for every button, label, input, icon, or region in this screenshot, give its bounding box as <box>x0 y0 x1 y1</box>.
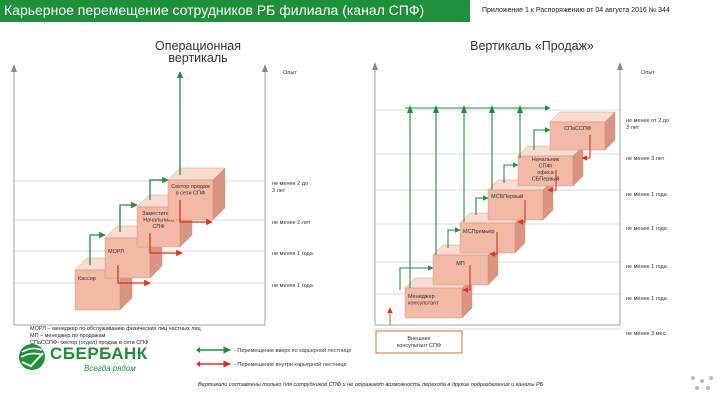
box-spfssr-label: СПаССПФ <box>564 126 591 132</box>
box-mspremer-label: МСПремьер <box>463 229 494 235</box>
green-arrow <box>119 201 138 232</box>
right-requirement: не менее 1 года <box>626 192 668 198</box>
left-experience-label: Опыт <box>283 70 297 76</box>
right-requirement: не менее 1 года <box>626 264 668 270</box>
green-arrow <box>447 227 461 248</box>
box-nach-label: Начальник СПФ/офиса СБПервый <box>532 157 560 183</box>
box-mobsl-label: МОРЛ <box>108 249 124 255</box>
green-arrow <box>533 127 551 150</box>
box-msbpervyi-label: МСБПервый <box>491 193 523 200</box>
green-arrow <box>399 265 434 290</box>
sberbank-logo-icon <box>19 344 45 370</box>
external-consultant-box <box>375 330 463 354</box>
red-arrow <box>462 265 471 293</box>
right-requirement: не менее 3 лет <box>626 156 665 162</box>
red-arrow <box>117 265 151 287</box>
left-heading: вертикаль <box>168 51 227 65</box>
box-kassir-label: Кассир <box>78 276 96 282</box>
left-requirement: не менее 1 года <box>272 251 314 257</box>
box-sektor-label: Сектор продаж в сети СПФ <box>171 184 210 197</box>
red-arrow <box>517 200 526 225</box>
appendix-note: Приложение 1 к Распоряжению от 04 август… <box>482 7 670 14</box>
external-consultant-label: Внешние консультант СПФ <box>397 336 441 349</box>
box-zam-label: Заместитель Начальника СПФ <box>142 211 175 230</box>
right-heading: Вертикаль «Продаж» <box>470 39 594 53</box>
title-bar: Карьерное перемещение сотрудников РБ фил… <box>0 0 470 22</box>
footer-note: Вертикали составлены только для сотрудни… <box>198 382 544 388</box>
red-arrow <box>179 200 213 226</box>
notes: МОРЛ – менеджер по обслуживанию физическ… <box>30 326 201 347</box>
box-sektor: Сектор продаж в сети СПФ <box>167 167 226 221</box>
green-arrow <box>89 231 106 265</box>
left-arrows <box>89 71 213 287</box>
right-requirement: не менее от 2 до 3 лет <box>626 118 669 131</box>
green-arrow <box>475 195 489 215</box>
box-menedzher: Менеджер консультант <box>404 277 473 319</box>
right-experience-label: Опыт <box>641 70 655 76</box>
note-line: МП – менеджер по продажам <box>30 333 106 339</box>
green-arrow <box>149 176 169 200</box>
red-arrow <box>547 170 557 193</box>
left-requirement: не менее 1 года <box>272 283 314 289</box>
box-mp-label: МП <box>456 261 465 267</box>
box-spfssr: СПаССПФ <box>549 111 616 151</box>
logo-name: СБЕРБАНК <box>50 344 148 363</box>
note-line: СПаССПФ- сектор (отдел) продаж в сети СП… <box>30 340 149 346</box>
right-requirement: не менее 1 года <box>626 226 668 232</box>
red-arrow <box>149 233 183 257</box>
right-requirement: не менее 1 года <box>626 296 668 302</box>
left-requirement: не менее 2 лет <box>272 220 311 226</box>
box-menedzher-label: Менеджер консультант <box>408 294 439 307</box>
red-arrow <box>581 135 591 161</box>
green-arrow <box>503 162 519 183</box>
note-line: МОРЛ – менеджер по обслуживанию физическ… <box>30 326 201 332</box>
left-diagram: Кассир МОРЛ Заместитель Начальника СПФ Сектор… <box>11 64 268 326</box>
red-arrow <box>489 232 498 257</box>
left-heading: Операционная <box>155 39 241 53</box>
right-arrows <box>387 105 591 325</box>
legend <box>196 346 231 368</box>
right-requirement: не менее 3 мес. <box>626 331 667 337</box>
logo-slogan: Всегда рядом <box>84 364 136 373</box>
left-requirement: не менее 2 до 3 лет <box>272 181 308 194</box>
corner-decoration-icon <box>691 376 713 390</box>
legend-red-label: - Перемещение внутри карьерной лестнице <box>234 361 347 368</box>
right-diagram: Менеджер консультант МП МСПремьер МСБПервый Н… <box>372 62 623 354</box>
box-nach: Начальник СПФ/офиса СБПервый <box>517 145 584 187</box>
page-title: Карьерное перемещение сотрудников РБ фил… <box>4 2 425 18</box>
legend-green-label: - Перемещение вверх по карьерной лестниц… <box>234 347 351 354</box>
